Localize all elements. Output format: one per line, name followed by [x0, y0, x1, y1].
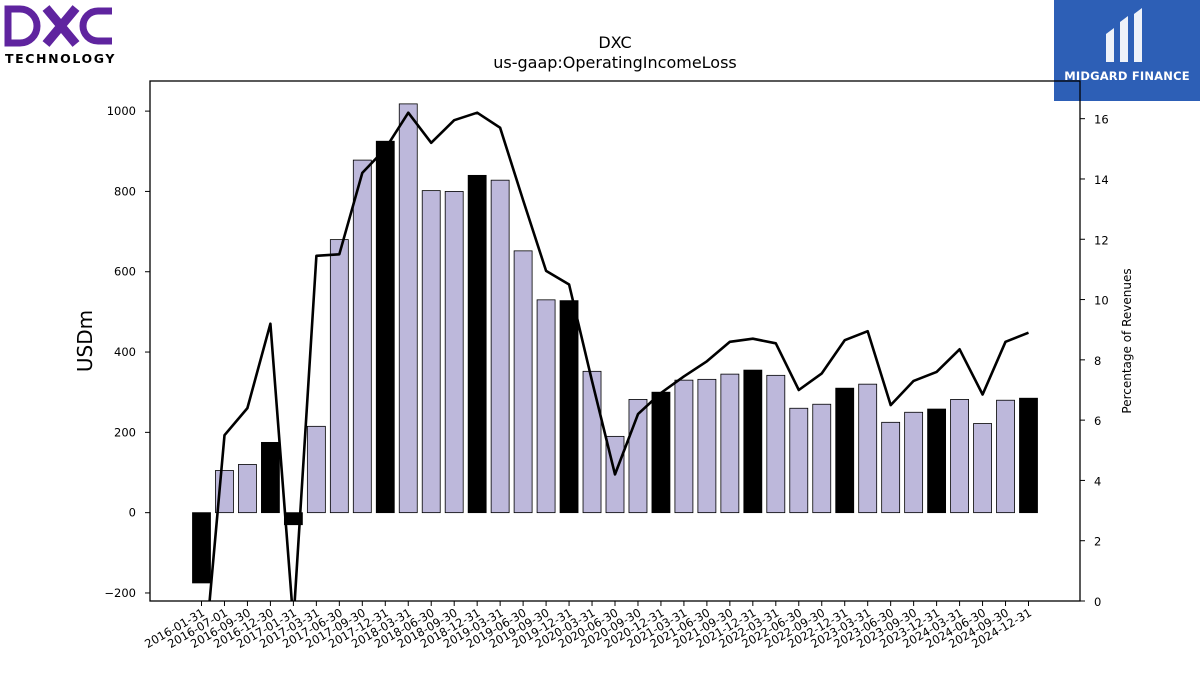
- dxc-logo-mark: [4, 5, 112, 47]
- bar-series: [192, 103, 1038, 584]
- bar: [192, 512, 211, 584]
- bar: [490, 179, 510, 514]
- y-axis-left: −200 0 200 400 600 800 1000: [104, 104, 150, 600]
- bar: [835, 387, 855, 514]
- bar: [697, 378, 717, 514]
- bar: [973, 423, 992, 514]
- bar: [536, 299, 556, 514]
- bar: [789, 407, 809, 514]
- x-axis: 2016-01-312016-07-012016-09-302016-12-30…: [142, 601, 1034, 651]
- y-axis-label: USDm: [73, 310, 97, 372]
- y2-tick-label: 6: [1094, 414, 1101, 428]
- midgard-finance-logo: MIDGARD FINANCE: [1054, 0, 1200, 101]
- bar: [720, 373, 740, 514]
- midgard-finance-name: MIDGARD FINANCE: [1064, 69, 1190, 83]
- y2-tick-label: 10: [1094, 294, 1109, 308]
- bar: [582, 370, 602, 514]
- y-tick-label: 800: [114, 184, 136, 198]
- bar: [1019, 397, 1038, 514]
- bar: [467, 174, 487, 514]
- line-path: [208, 111, 1029, 601]
- bar: [306, 425, 326, 514]
- bar: [651, 391, 671, 514]
- y-tick-label: 1000: [107, 104, 136, 118]
- y2-tick-label: 8: [1094, 354, 1101, 368]
- bar: [398, 103, 418, 514]
- y2-tick-label: 2: [1094, 535, 1101, 549]
- plot-frame: [149, 80, 1081, 602]
- bar: [674, 379, 694, 514]
- midgard-emblem-icon: [1106, 8, 1142, 62]
- y2-tick-label: 12: [1094, 233, 1109, 247]
- bar: [444, 191, 464, 514]
- y-tick-label: 200: [114, 425, 136, 439]
- dxc-logo-subtitle: TECHNOLOGY: [5, 51, 116, 66]
- y-tick-label: 0: [129, 506, 136, 520]
- y-tick-label: 600: [114, 265, 136, 279]
- bar: [352, 159, 372, 514]
- bar: [743, 369, 763, 514]
- y2-tick-label: 14: [1094, 173, 1109, 187]
- y-tick-label: 400: [114, 345, 136, 359]
- bar: [329, 239, 349, 514]
- bar: [513, 250, 533, 514]
- bar: [559, 300, 579, 514]
- chart-subtitle: us-gaap:OperatingIncomeLoss: [493, 53, 737, 72]
- y2-tick-label: 16: [1094, 113, 1109, 127]
- bar: [238, 464, 257, 514]
- bar: [375, 140, 395, 514]
- bar: [950, 399, 969, 514]
- y2-tick-label: 0: [1094, 595, 1101, 609]
- chart-title: DXC: [598, 33, 631, 52]
- bar: [812, 403, 832, 514]
- y-tick-label: −200: [104, 586, 136, 600]
- line-series: [208, 111, 1029, 601]
- bar: [421, 190, 441, 514]
- y2-tick-label: 4: [1094, 474, 1101, 488]
- bar: [996, 399, 1015, 514]
- bar: [881, 421, 901, 514]
- bar: [766, 374, 786, 514]
- bar: [261, 441, 280, 514]
- bar: [927, 408, 947, 514]
- dxc-logo: TECHNOLOGY: [4, 4, 116, 66]
- bar: [904, 411, 924, 514]
- y2-axis-label: Percentage of Revenues: [1120, 268, 1134, 413]
- y-axis-right: 0 2 4 6 8 10 12 14 16: [1080, 113, 1109, 609]
- bar: [858, 383, 878, 514]
